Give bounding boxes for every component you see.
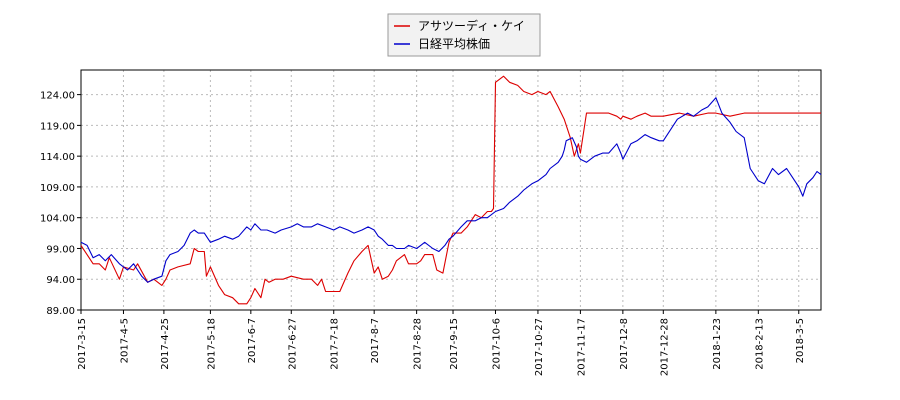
x-tick-label: 2017-7-18: [330, 318, 341, 370]
x-tick-label: 2017-10-6: [491, 318, 502, 370]
x-tick-label: 2018-1-23: [712, 318, 723, 370]
x-tick-label: 2017-9-15: [449, 318, 460, 370]
x-axis-ticks: 2017-3-15 2017-4-5 2017-4-25 2017-5-18 2017-…: [77, 310, 806, 376]
x-tick-label: 2017-12-8: [619, 318, 630, 370]
y-tick-label: 104.00: [40, 214, 75, 225]
x-tick-label: 2017-4-25: [160, 318, 171, 370]
x-tick-label: 2018-3-5: [795, 318, 806, 363]
y-tick-label: 89.00: [46, 306, 75, 317]
x-tick-label: 2017-12-28: [659, 318, 670, 376]
x-tick-label: 2017-10-27: [534, 318, 545, 376]
legend: アサツーディ・ケイ 日経平均株価: [387, 13, 541, 57]
y-tick-label: 99.00: [46, 244, 75, 255]
legend-label-nikkei: 日経平均株価: [418, 36, 490, 51]
legend-label-asatsu: アサツーディ・ケイ: [418, 18, 525, 33]
y-tick-label: 109.00: [40, 183, 75, 194]
y-axis-ticks: 89.00 94.00 99.00 104.00 109.00 114.00 119.00 1…: [40, 91, 81, 317]
y-tick-label: 94.00: [46, 275, 75, 286]
x-tick-label: 2017-4-5: [119, 318, 130, 363]
legend-box: [387, 13, 541, 57]
x-tick-label: 2018-2-13: [754, 318, 765, 370]
series-line-asatsu: [80, 75, 821, 305]
series-line-nikkei: [80, 97, 822, 283]
x-tick-label: 2017-6-27: [287, 318, 298, 370]
grid: [80, 70, 821, 311]
x-tick-label: 2017-5-18: [206, 318, 217, 370]
series-layer: [80, 75, 822, 305]
x-tick-label: 2017-3-15: [77, 318, 88, 370]
x-tick-label: 2017-6-7: [247, 318, 258, 363]
y-tick-label: 114.00: [40, 152, 75, 163]
x-tick-label: 2017-11-17: [576, 318, 587, 376]
x-tick-label: 2017-8-28: [413, 318, 424, 370]
y-tick-label: 119.00: [40, 121, 75, 132]
x-tick-label: 2017-8-7: [370, 318, 381, 363]
plot-frame: [80, 69, 822, 311]
y-tick-label: 124.00: [40, 91, 75, 102]
